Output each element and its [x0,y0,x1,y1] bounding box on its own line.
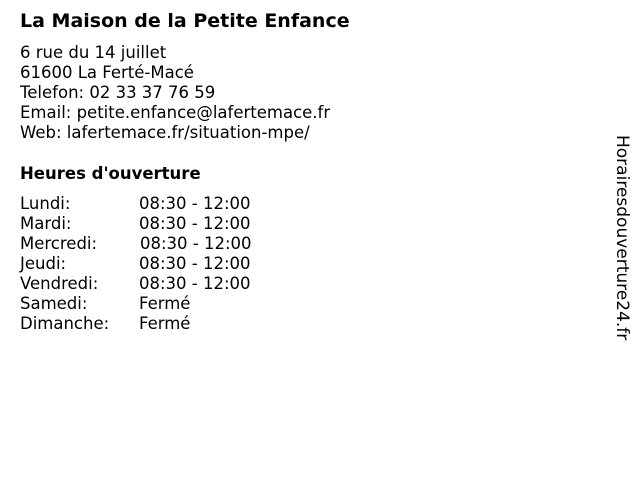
hours-row: Mardi: 08:30 - 12:00 [20,214,251,234]
time: 08:30 - 12:00 [139,214,251,233]
street: 6 rue du 14 juillet [20,43,167,62]
hours-row: Vendredi: 08:30 - 12:00 [20,274,251,294]
day: Vendredi: [20,274,99,293]
day: Samedi: [20,294,88,313]
day: Jeudi: [20,254,67,273]
time: 08:30 - 12:00 [139,274,251,293]
time: 08:30 - 12:00 [139,254,251,273]
hours-row: Mercredi: 08:30 - 12:00 [20,234,252,254]
time: 08:30 - 12:00 [139,194,251,213]
phone: Telefon: 02 33 37 76 59 [20,83,216,102]
hours-row: Lundi: 08:30 - 12:00 [20,194,251,214]
hours-row: Jeudi: 08:30 - 12:00 [20,254,251,274]
time: Fermé [139,294,191,313]
day: Mercredi: [20,234,98,253]
page-title: La Maison de la Petite Enfance [20,10,350,32]
hours-heading: Heures d'ouverture [20,164,201,183]
day: Lundi: [20,194,71,213]
time: 08:30 - 12:00 [140,234,252,253]
day: Mardi: [20,214,72,233]
watermark-text: Horairesdouverture24.fr [612,135,632,341]
hours-row: Samedi: Fermé [20,294,190,314]
address-block: 6 rue du 14 juillet 61600 La Ferté-Macé … [20,43,330,143]
city: 61600 La Ferté-Macé [20,63,194,82]
day: Dimanche: [20,314,110,333]
email: Email: petite.enfance@lafertemace.fr [20,103,331,122]
hours-table: Lundi: 08:30 - 12:00 Mardi: 08:30 - 12:00 … [20,194,252,334]
time: Fermé [139,314,191,333]
website: Web: lafertemace.fr/situation-mpe/ [20,123,310,142]
hours-row: Dimanche: Fermé [20,314,190,334]
